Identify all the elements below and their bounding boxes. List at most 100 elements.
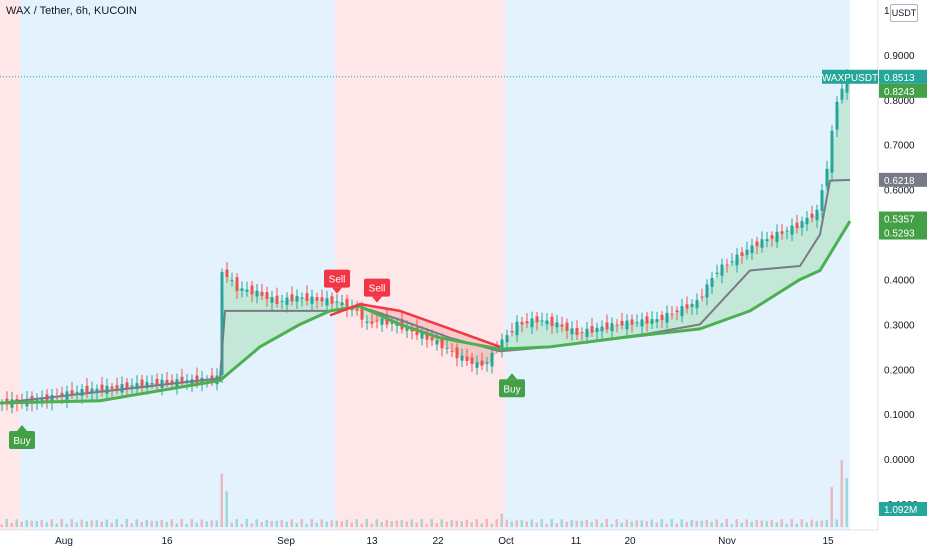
candle-body <box>765 239 769 242</box>
volume-bar <box>410 519 413 527</box>
volume-bar <box>400 520 403 527</box>
y-tick-label: 0.4000 <box>884 275 915 286</box>
candle-body <box>515 321 519 336</box>
candle-body <box>555 322 559 328</box>
y-tick-label: 0.6000 <box>884 186 915 197</box>
volume-bar <box>795 523 798 527</box>
candle-body <box>830 130 834 173</box>
candle-body <box>360 306 364 320</box>
volume-bar <box>790 518 793 527</box>
volume-bar <box>110 522 113 527</box>
price-tag <box>879 69 927 84</box>
candle-body <box>270 296 274 303</box>
volume-bar <box>655 522 658 527</box>
currency-selector[interactable]: USDT <box>890 4 918 22</box>
volume-bar <box>210 520 213 527</box>
volume-bar <box>275 520 278 527</box>
symbol-tag-label: WAXPUSDT <box>822 73 878 84</box>
candle-body <box>305 293 309 301</box>
price-tag-label: 0.6218 <box>884 176 915 187</box>
candle-body <box>580 332 584 334</box>
signal-label: Buy <box>503 384 520 395</box>
volume-bar <box>830 486 833 527</box>
volume-bar <box>530 519 533 527</box>
candle-body <box>730 261 734 263</box>
candle-body <box>375 320 379 322</box>
candle-body <box>105 385 109 394</box>
candle-body <box>565 322 569 331</box>
volume-bar <box>765 521 768 527</box>
candle-body <box>235 277 239 292</box>
signal-sell-2[interactable]: Sell <box>364 278 390 303</box>
candle-body <box>445 347 449 349</box>
candle-body <box>710 277 714 287</box>
volume-bar <box>755 520 758 527</box>
volume-bar <box>710 521 713 527</box>
volume-bar <box>230 522 233 527</box>
volume-bar <box>260 522 263 527</box>
volume-bar <box>770 519 773 527</box>
signal-buy-0[interactable]: Buy <box>9 424 35 449</box>
x-tick-label: Aug <box>55 536 73 547</box>
volume-bar <box>145 519 148 527</box>
volume-bar <box>135 519 138 527</box>
volume-bar <box>215 520 218 527</box>
candle-body <box>50 395 54 404</box>
candle-body <box>815 209 819 221</box>
candle-body <box>775 231 779 243</box>
volume-bar <box>315 522 318 527</box>
volume-bar <box>715 519 718 527</box>
volume-bar <box>15 519 18 527</box>
candle-body <box>420 332 424 339</box>
candle-body <box>130 385 134 387</box>
volume-bar <box>255 519 258 527</box>
volume-bar <box>500 513 503 527</box>
y-tick-label: 0.9000 <box>884 51 915 62</box>
volume-bar <box>270 520 273 527</box>
volume-bar <box>365 518 368 527</box>
volume-bar <box>585 519 588 527</box>
x-tick-label: Sep <box>277 536 295 547</box>
volume-bar <box>740 522 743 527</box>
candle-body <box>675 310 679 313</box>
candle-body <box>760 239 764 248</box>
signal-buy-3[interactable]: Buy <box>499 373 525 398</box>
candle-body <box>620 320 624 326</box>
candle-body <box>345 298 349 310</box>
volume-bar <box>615 519 618 527</box>
volume-bar <box>10 522 13 527</box>
y-tick-label: 0.2000 <box>884 365 915 376</box>
volume-bar <box>610 524 613 527</box>
volume-bar <box>335 520 338 527</box>
candle-body <box>210 375 214 381</box>
candle-body <box>165 379 169 384</box>
volume-bar <box>520 520 523 527</box>
candle-body <box>520 322 524 325</box>
volume-bar <box>345 519 348 527</box>
candle-body <box>715 272 719 274</box>
volume-bar <box>235 519 238 527</box>
candle-body <box>840 88 844 100</box>
volume-bar <box>340 521 343 527</box>
volume-bar <box>480 523 483 527</box>
volume-bar <box>505 519 508 527</box>
candle-body <box>470 357 474 364</box>
volume-bar <box>415 522 418 527</box>
candle-body <box>665 312 669 323</box>
candle-body <box>110 386 114 389</box>
volume-bar <box>40 519 43 527</box>
signal-sell-1[interactable]: Sell <box>324 269 350 294</box>
volume-bar <box>85 521 88 527</box>
volume-bar <box>510 521 513 527</box>
price-tag-label: 0.8513 <box>884 73 915 84</box>
candle-body <box>560 324 564 327</box>
volume-bar <box>555 523 558 527</box>
volume-bar <box>35 521 38 527</box>
volume-bar <box>435 523 438 527</box>
candle-body <box>550 316 554 326</box>
symbol-tag <box>822 69 878 84</box>
volume-bar <box>535 522 538 527</box>
candle-body <box>275 295 279 304</box>
candle-body <box>540 320 544 322</box>
